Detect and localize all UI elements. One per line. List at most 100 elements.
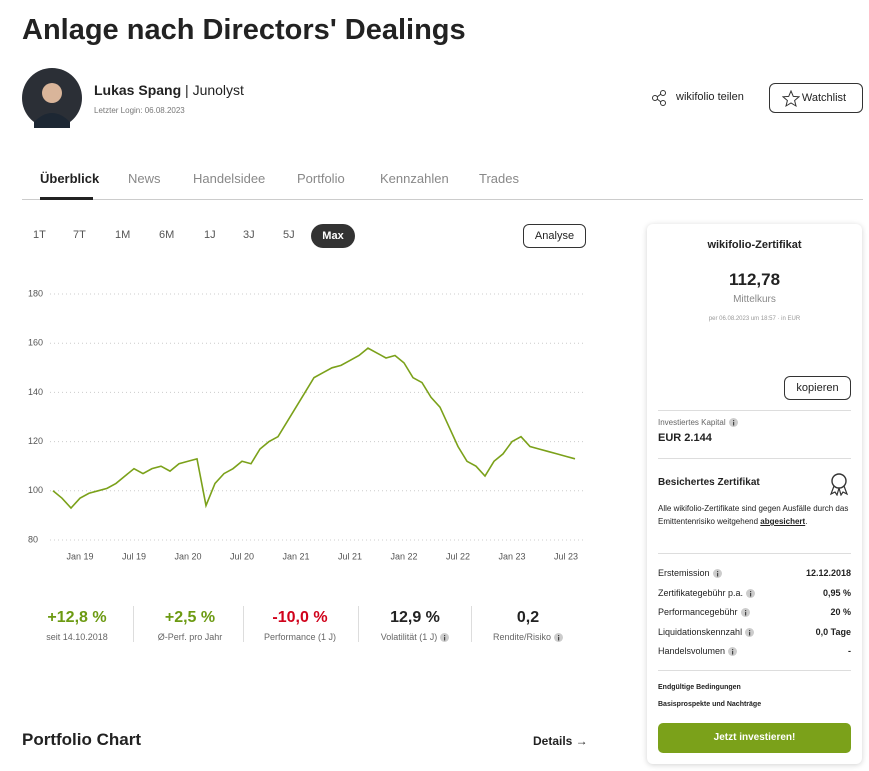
line-chart: 80 100 120 140 160 180 Jan 19 Jul 19 Jan 20 Jul 2… [28,288,585,561]
y-tick-label: 160 [28,338,43,348]
x-tick-label: Jul 23 [554,551,578,561]
author[interactable]: Lukas Spang [94,82,182,98]
stat-label: seit 14.10.2018 [22,632,132,642]
separator: | [185,82,189,98]
range-button[interactable]: Max [311,224,355,248]
capital: EUR 2.144 [658,432,712,444]
stat-divider [133,606,134,642]
share-icon[interactable] [652,90,666,106]
fact-value: 20 % [830,607,851,617]
tab[interactable]: Handelsidee [193,171,266,186]
watchlist-button[interactable]: Watchlist [769,83,863,113]
stat-value: 0,2 [516,609,540,626]
x-tick-label: Jan 23 [498,551,525,561]
tab[interactable]: Kennzahlen [380,171,449,186]
stat-label-text: seit 14.10.2018 [46,632,108,642]
stat-value: +2,5 % [164,609,216,626]
card-title: wikifolio-Zertifikat [707,239,802,251]
fact-value: - [848,646,851,656]
info-icon[interactable] [554,633,564,643]
stat-label: Rendite/Risiko [473,632,583,643]
x-tick-label: Jul 19 [122,551,146,561]
info-icon[interactable] [440,633,450,643]
capital-label-text: Investiertes Kapital [658,418,726,427]
fact-label: Zertifikategebühr p.a. [658,587,744,598]
secured-link[interactable]: abgesichert [760,517,806,526]
tabs-divider [22,199,863,200]
timestamp: per 06.08.2023 um 18:57 · in EUR [708,316,801,322]
divider [658,410,851,411]
tab[interactable]: News [128,171,161,186]
stat-value: +12,8 % [47,609,107,626]
tab[interactable]: Überblick [40,171,100,186]
details-link[interactable]: Details → [533,734,588,748]
divider [658,458,851,459]
x-tick-label: Jul 21 [338,551,362,561]
price: 112,78 [728,270,781,289]
secured-text: Alle wikifolio-Zertifikate sind gegen Au… [658,502,851,528]
author-line: Lukas Spang | Junolyst [94,82,244,98]
fact-row: Performancegebühr 20 % [658,607,851,618]
tab[interactable]: Portfolio [297,171,345,186]
share-button[interactable]: wikifolio teilen [676,91,744,103]
stat-label-text: Performance (1 J) [263,632,337,642]
stat: 12,9 % Volatilität (1 J) [360,609,470,643]
fact-row: Liquidationskennzahl 0,0 Tage [658,627,851,637]
divider [658,670,851,671]
secured-body: Alle wikifolio-Zertifikate sind gegen Au… [658,504,849,526]
fact-value: 0,95 % [822,587,851,598]
analyse-button[interactable]: Analyse [523,224,586,248]
divider [658,553,851,554]
stat-label-text: Rendite/Risiko [492,632,552,642]
tab[interactable]: Trades [479,171,519,186]
copy-button[interactable]: kopieren [784,376,851,400]
role: Junolyst [192,82,244,98]
stat: +2,5 % Ø-Perf. pro Jahr [135,609,245,642]
range-button[interactable]: 5J [283,229,295,241]
stat-label: Volatilität (1 J) [360,632,470,643]
x-tick-label: Jan 21 [282,551,309,561]
x-tick-label: Jan 22 [390,551,417,561]
range-button[interactable]: 3J [243,229,255,241]
y-tick-label: 180 [28,288,43,298]
star-icon [782,90,800,108]
stat: -10,0 % Performance (1 J) [245,609,355,642]
range-button[interactable]: 1J [204,229,216,241]
fact-label: Liquidationskennzahl [658,626,743,637]
secured-title: Besichertes Zertifikat [658,477,760,488]
range-button[interactable]: 1T [33,229,46,241]
fact-row: Handelsvolumen - [658,646,851,657]
capital-label: Investiertes Kapital [658,418,738,428]
range-button[interactable]: 7T [73,229,86,241]
stat-divider [243,606,244,642]
range-button[interactable]: 6M [159,229,175,241]
y-tick-label: 140 [28,387,43,397]
fact-row: Zertifikategebühr p.a. 0,95 % [658,588,851,598]
line [52,347,576,510]
fact-label: Erstemission [658,568,710,578]
x-tick-label: Jul 20 [230,551,254,561]
stat-label: Ø-Perf. pro Jahr [135,632,245,642]
info-icon[interactable] [728,647,738,657]
badge-icon [829,473,849,496]
prospectus-link[interactable]: Basisprospekte und Nachträge [658,701,762,708]
avatar [22,68,82,128]
info-icon[interactable] [728,418,738,428]
info-icon[interactable] [745,627,755,637]
fact-value: 12.12.2018 [805,568,851,578]
range-button[interactable]: 1M [115,229,131,241]
terms-link[interactable]: Endgültige Bedingungen [658,684,741,691]
fact-label: Handelsvolumen [658,646,726,656]
info-icon[interactable] [740,608,750,618]
stat-divider [358,606,359,642]
info-icon[interactable] [712,569,722,579]
info-icon[interactable] [746,588,756,598]
stat-label: Performance (1 J) [245,632,355,642]
last-login: Letzter Login: 06.08.2023 [94,106,185,115]
invest-button[interactable]: Jetzt investieren! [658,723,851,753]
stat-label-text: Volatilität (1 J) [380,632,438,642]
active-tab-indicator [40,197,93,200]
stat: +12,8 % seit 14.10.2018 [22,609,132,642]
fact-label: Performancegebühr [658,607,738,617]
